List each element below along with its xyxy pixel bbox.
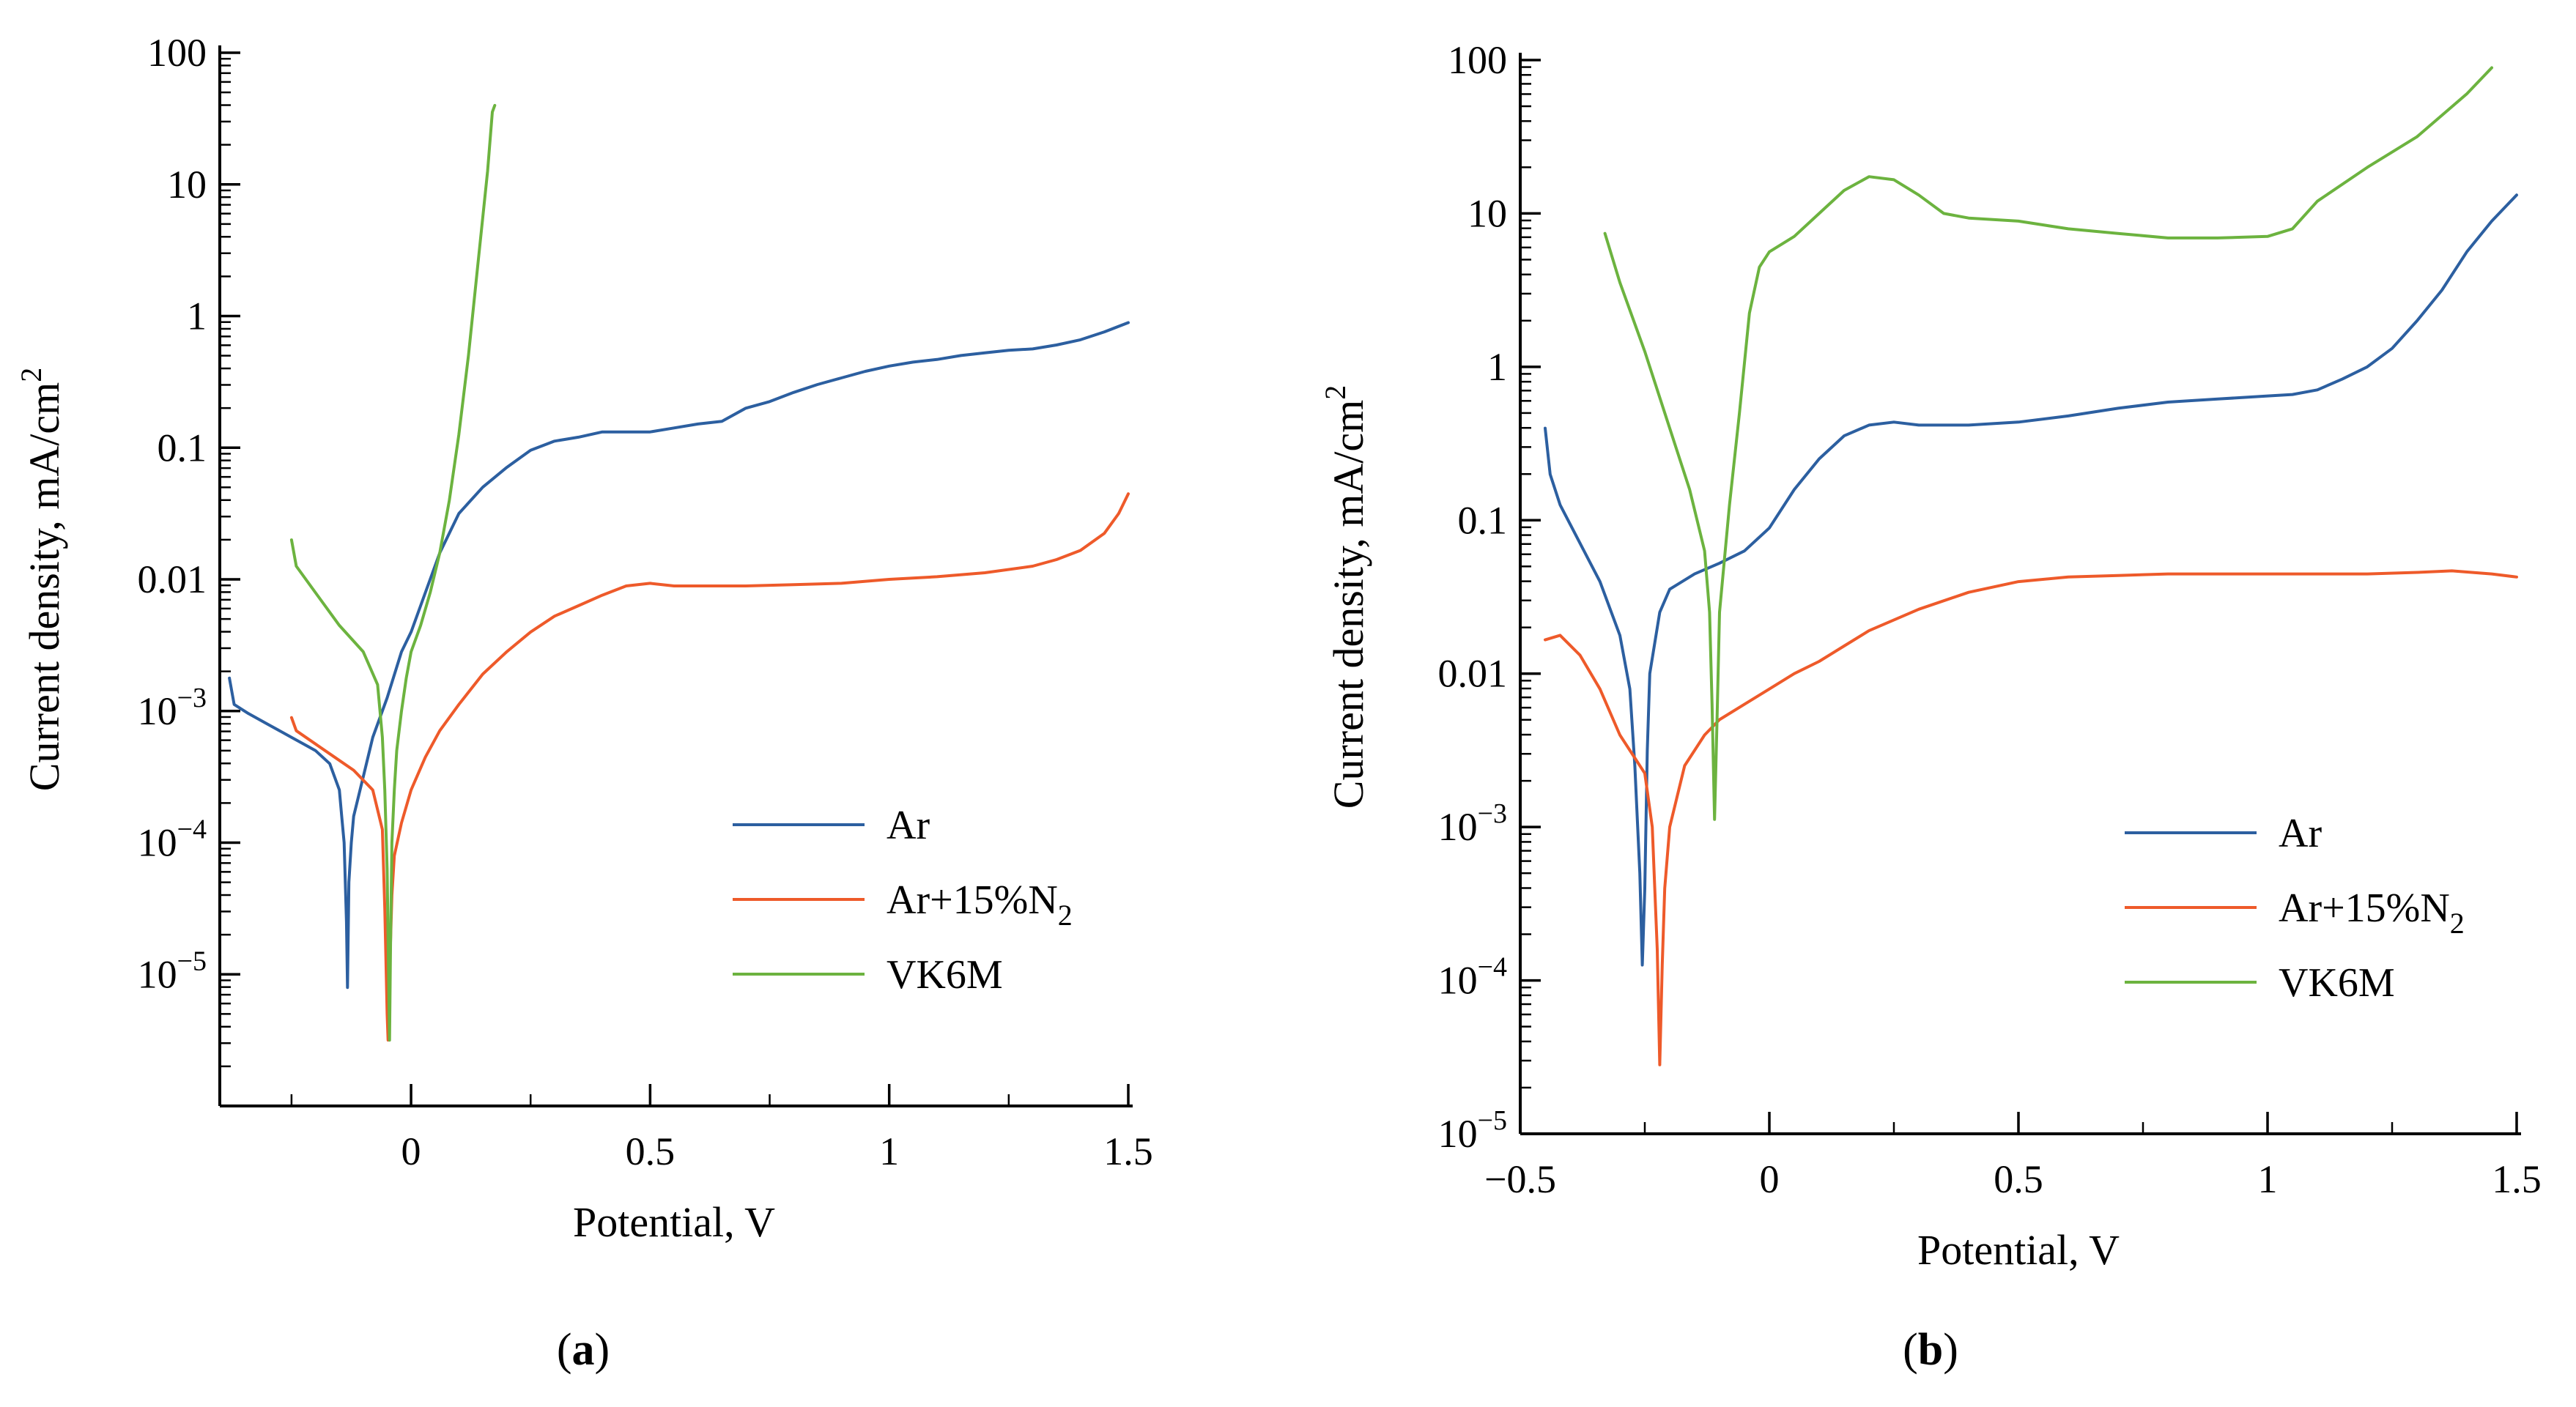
legend-entry-subscript: 2 — [2450, 907, 2465, 940]
series-line-ar-15-n2 — [1544, 569, 2518, 1066]
legend-entry: Ar — [2279, 811, 2322, 856]
y-tick-label: 10 — [167, 163, 207, 207]
legend-entry: VK6M — [887, 952, 1003, 998]
y-tick-label-base: 10 — [1438, 1112, 1478, 1156]
y-tick-label: 0.1 — [158, 426, 207, 469]
y-axis-title: Current density, mA/cm2 — [1319, 385, 1372, 809]
x-tick-label: 1.5 — [1103, 1129, 1153, 1173]
y-tick-label: 10−4 — [138, 814, 207, 865]
y-tick-label: 10−5 — [1438, 1105, 1507, 1156]
legend-entry-name: Ar+15%N — [887, 877, 1058, 923]
legend-entry: Ar+15%N2 — [887, 877, 1073, 932]
y-tick-label-base: 0.1 — [1458, 498, 1508, 542]
series-line-ar — [228, 321, 1130, 990]
x-tick-label: 0 — [401, 1129, 421, 1173]
legend-entry: VK6M — [2279, 960, 2395, 1006]
y-tick-label-base: 10 — [167, 163, 207, 207]
series-line-vk6m — [1603, 66, 2493, 821]
y-tick-label-base: 1 — [187, 294, 207, 338]
legend-entry-name: VK6M — [887, 952, 1003, 998]
panel-label: (a) — [557, 1325, 610, 1375]
y-tick-label-base: 1 — [1487, 345, 1507, 389]
y-tick-label: 1 — [187, 294, 207, 338]
y-tick-label-base: 10 — [138, 689, 177, 733]
y-tick-label-base: 10 — [1467, 191, 1507, 235]
y-tick-label: 10−3 — [1438, 798, 1507, 849]
legend-entry-name: Ar+15%N — [2279, 886, 2450, 931]
panel-label-letter: a — [572, 1325, 595, 1375]
y-tick-label-base: 10 — [1438, 959, 1478, 1003]
panel-label-close-paren: ) — [595, 1325, 610, 1375]
y-tick-label: 100 — [147, 31, 207, 75]
legend-entry: Ar — [887, 803, 930, 848]
x-axis-title: Potential, V — [1917, 1226, 2120, 1274]
y-tick-label: 1 — [1487, 345, 1507, 389]
y-tick-label-base: 100 — [1448, 38, 1507, 82]
y-tick-label-exponent: −3 — [1478, 798, 1507, 829]
panel-label-open-paren: ( — [1903, 1325, 1918, 1375]
legend-entry-name: VK6M — [2279, 960, 2395, 1006]
y-tick-label: 10−4 — [1438, 952, 1507, 1003]
x-tick-label: −0.5 — [1484, 1157, 1556, 1201]
x-tick-label: 0 — [1760, 1157, 1780, 1201]
y-tick-label: 0.01 — [1438, 652, 1508, 696]
legend-entry-name: Ar — [887, 803, 930, 848]
panel-label: (b) — [1903, 1325, 1958, 1375]
y-tick-label: 0.01 — [138, 557, 207, 601]
x-tick-label: 0.5 — [626, 1129, 676, 1173]
y-axis-title-superscript: 2 — [15, 368, 48, 382]
panel-label-close-paren: ) — [1943, 1325, 1958, 1375]
legend-entry: Ar+15%N2 — [2279, 886, 2465, 940]
x-tick-label: 0.5 — [1994, 1157, 2043, 1201]
panel-label-letter: b — [1918, 1325, 1943, 1375]
y-tick-label-exponent: −5 — [177, 946, 207, 976]
y-tick-label-exponent: −4 — [1478, 952, 1507, 983]
y-tick-label-base: 100 — [147, 31, 207, 75]
legend-entry-name: Ar — [2279, 811, 2322, 856]
series-line-ar — [1544, 193, 2518, 967]
y-tick-label-exponent: −3 — [177, 683, 207, 713]
x-axis-title: Potential, V — [573, 1198, 775, 1246]
y-tick-label: 100 — [1448, 38, 1507, 82]
x-tick-label: 1 — [2258, 1157, 2278, 1201]
y-tick-label-base: 10 — [138, 952, 177, 996]
y-axis-title-text: Current density, mA/cm — [21, 382, 68, 791]
y-tick-label-base: 10 — [138, 821, 177, 865]
y-tick-label-base: 0.1 — [158, 426, 207, 469]
y-axis-title: Current density, mA/cm2 — [15, 368, 68, 791]
panel-label-open-paren: ( — [557, 1325, 572, 1375]
y-tick-label-base: 0.01 — [138, 557, 207, 601]
y-axis-title-text: Current density, mA/cm — [1325, 400, 1372, 809]
y-tick-label: 10−5 — [138, 946, 207, 996]
legend-entry-subscript: 2 — [1058, 899, 1073, 932]
y-tick-label-exponent: −4 — [177, 814, 207, 845]
y-tick-label-base: 0.01 — [1438, 652, 1508, 696]
x-tick-label: 1 — [879, 1129, 899, 1173]
y-tick-label-base: 10 — [1438, 805, 1478, 849]
series-line-vk6m — [289, 103, 497, 1042]
y-tick-label: 0.1 — [1458, 498, 1508, 542]
y-tick-label: 10 — [1467, 191, 1507, 235]
x-tick-label: 1.5 — [2492, 1157, 2542, 1201]
series-line-ar-15-n2 — [289, 492, 1130, 1042]
y-tick-label-exponent: −5 — [1478, 1105, 1507, 1136]
y-axis-title-superscript: 2 — [1319, 385, 1352, 400]
y-tick-label: 10−3 — [138, 683, 207, 733]
